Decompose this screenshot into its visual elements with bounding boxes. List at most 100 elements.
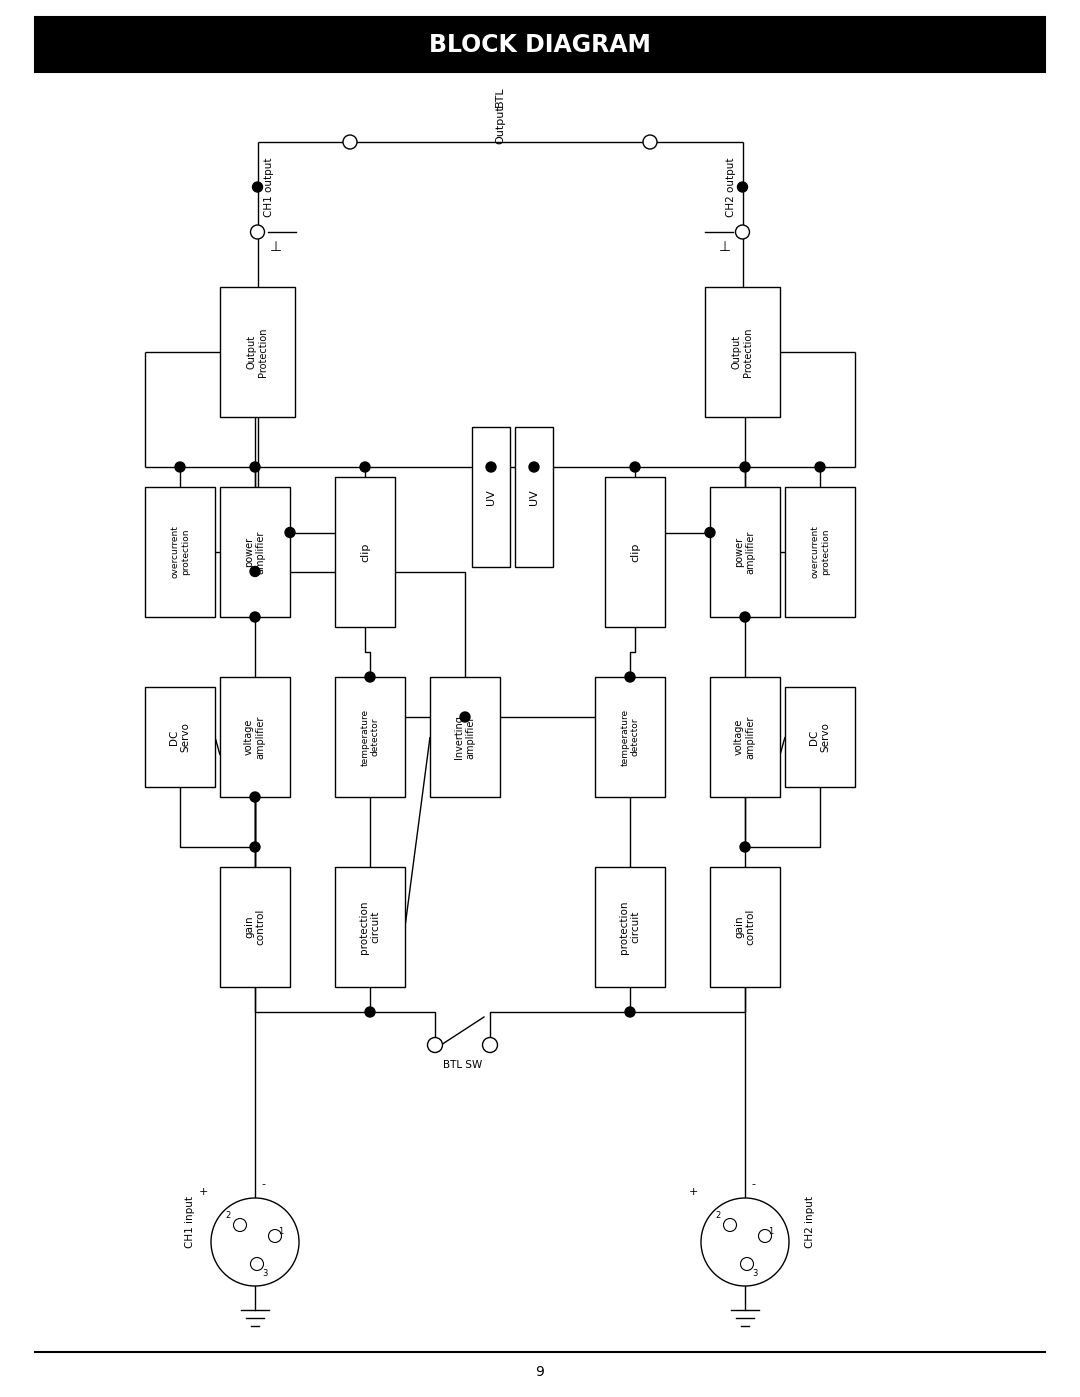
Text: +: + [688, 1187, 698, 1197]
Text: 2: 2 [715, 1211, 720, 1221]
Text: clip: clip [630, 542, 640, 562]
Circle shape [740, 612, 750, 622]
Text: protection
circuit: protection circuit [360, 900, 381, 954]
Text: temperature
detector: temperature detector [620, 708, 639, 766]
Circle shape [740, 462, 750, 472]
Text: ⊥: ⊥ [718, 240, 730, 254]
Circle shape [740, 842, 750, 852]
Circle shape [249, 842, 260, 852]
Text: BLOCK DIAGRAM: BLOCK DIAGRAM [429, 34, 651, 57]
Text: UV: UV [486, 489, 496, 504]
Circle shape [365, 672, 375, 682]
Circle shape [643, 136, 657, 149]
Circle shape [738, 182, 747, 191]
Text: 3: 3 [262, 1270, 268, 1278]
Text: clip: clip [360, 542, 370, 562]
FancyBboxPatch shape [605, 476, 665, 627]
Circle shape [365, 1007, 375, 1017]
Text: overcurrent
protection: overcurrent protection [810, 525, 829, 578]
FancyBboxPatch shape [35, 17, 1045, 73]
FancyBboxPatch shape [220, 868, 291, 988]
FancyBboxPatch shape [472, 427, 510, 567]
Text: UV: UV [529, 489, 539, 504]
Circle shape [233, 1218, 246, 1232]
Text: power
amplifier: power amplifier [734, 531, 756, 574]
Circle shape [249, 612, 260, 622]
Circle shape [360, 462, 370, 472]
Text: power
amplifier: power amplifier [244, 531, 266, 574]
Circle shape [625, 672, 635, 682]
Text: overcurrent
protection: overcurrent protection [171, 525, 190, 578]
Circle shape [269, 1229, 282, 1242]
Text: 3: 3 [753, 1270, 758, 1278]
Text: Output
Protection: Output Protection [246, 327, 268, 377]
Text: Output
Protection: Output Protection [732, 327, 754, 377]
Circle shape [249, 462, 260, 472]
Circle shape [483, 1038, 498, 1052]
Text: ⊥: ⊥ [269, 240, 282, 254]
Circle shape [701, 1199, 789, 1287]
Circle shape [285, 528, 295, 538]
Circle shape [724, 1218, 737, 1232]
Circle shape [630, 462, 640, 472]
Circle shape [741, 1257, 754, 1270]
FancyBboxPatch shape [710, 678, 780, 798]
FancyBboxPatch shape [710, 868, 780, 988]
Text: -: - [751, 1179, 755, 1189]
FancyBboxPatch shape [705, 286, 780, 416]
Text: CH1 output: CH1 output [265, 158, 274, 217]
Text: 1: 1 [279, 1228, 284, 1236]
Text: Inverting
amplifier: Inverting amplifier [455, 715, 476, 759]
Text: CH2 output: CH2 output [726, 158, 735, 217]
Circle shape [705, 528, 715, 538]
Circle shape [249, 567, 260, 577]
FancyBboxPatch shape [220, 286, 295, 416]
Text: protection
circuit: protection circuit [619, 900, 640, 954]
Circle shape [343, 136, 357, 149]
FancyBboxPatch shape [595, 868, 665, 988]
FancyBboxPatch shape [335, 476, 395, 627]
Circle shape [175, 462, 185, 472]
FancyBboxPatch shape [785, 488, 855, 617]
Text: CH2 input: CH2 input [805, 1196, 815, 1248]
FancyBboxPatch shape [335, 678, 405, 798]
Circle shape [815, 462, 825, 472]
Circle shape [428, 1038, 443, 1052]
FancyBboxPatch shape [710, 488, 780, 617]
Text: 1: 1 [768, 1228, 773, 1236]
Circle shape [211, 1199, 299, 1287]
Circle shape [251, 1257, 264, 1270]
FancyBboxPatch shape [335, 868, 405, 988]
FancyBboxPatch shape [145, 488, 215, 617]
Circle shape [529, 462, 539, 472]
Text: 2: 2 [226, 1211, 231, 1221]
Circle shape [253, 182, 262, 191]
FancyBboxPatch shape [515, 427, 553, 567]
Circle shape [625, 1007, 635, 1017]
Text: gain
control: gain control [734, 909, 756, 946]
Text: DC
Servo: DC Servo [809, 722, 831, 752]
Circle shape [758, 1229, 771, 1242]
FancyBboxPatch shape [595, 678, 665, 798]
Text: temperature
detector: temperature detector [361, 708, 380, 766]
Circle shape [486, 462, 496, 472]
Text: -: - [261, 1179, 265, 1189]
Circle shape [735, 225, 750, 239]
Text: 9: 9 [536, 1365, 544, 1379]
Text: DC
Servo: DC Servo [170, 722, 191, 752]
Circle shape [460, 712, 470, 722]
Text: voltage
amplifier: voltage amplifier [244, 715, 266, 759]
FancyBboxPatch shape [785, 687, 855, 787]
Text: CH1 input: CH1 input [185, 1196, 195, 1248]
Text: gain
control: gain control [244, 909, 266, 946]
Text: Output: Output [495, 106, 505, 144]
Circle shape [249, 792, 260, 802]
FancyBboxPatch shape [430, 678, 500, 798]
FancyBboxPatch shape [145, 687, 215, 787]
FancyBboxPatch shape [220, 678, 291, 798]
Text: BTL SW: BTL SW [443, 1060, 482, 1070]
Text: voltage
amplifier: voltage amplifier [734, 715, 756, 759]
Text: +: + [199, 1187, 207, 1197]
FancyBboxPatch shape [220, 488, 291, 617]
Circle shape [251, 225, 265, 239]
